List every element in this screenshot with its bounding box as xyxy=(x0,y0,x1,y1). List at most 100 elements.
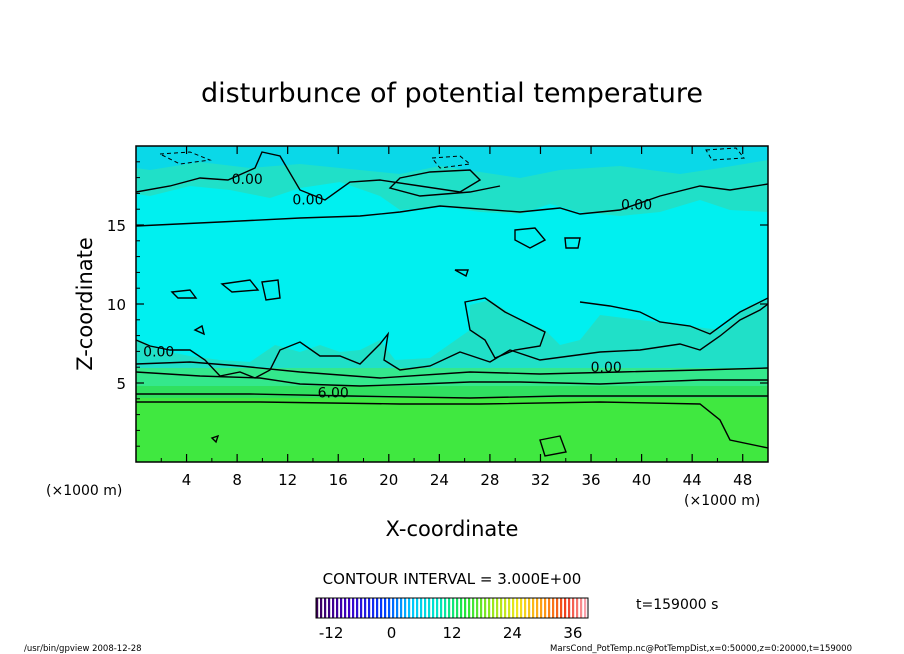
colorbar-swatch xyxy=(508,598,511,618)
colorbar-swatch xyxy=(348,598,351,618)
colorbar-swatch xyxy=(416,598,419,618)
colorbar-swatch xyxy=(432,598,435,618)
x-unit-left: (×1000 m) xyxy=(46,483,122,499)
colorbar-swatch xyxy=(452,598,455,618)
y-axis-label: Z-coordinate xyxy=(73,237,97,371)
colorbar-swatch xyxy=(580,598,583,618)
plot-area: 0.00 0.00 0.00 0.00 0.00 6.00 xyxy=(136,146,768,462)
colorbar-swatch xyxy=(392,598,395,618)
colorbar-swatch xyxy=(528,598,531,618)
colorbar-swatch xyxy=(404,598,407,618)
contour-label: 0.00 xyxy=(292,193,323,209)
colorbar-swatch xyxy=(388,598,391,618)
colorbar-swatch xyxy=(372,598,375,618)
colorbar-swatch xyxy=(428,598,431,618)
colorbar-swatch xyxy=(444,598,447,618)
colorbar xyxy=(316,598,587,618)
contour-label: 0.00 xyxy=(591,360,622,376)
x-tick-label: 44 xyxy=(683,471,702,489)
x-tick-label: 8 xyxy=(232,471,242,489)
contour-six xyxy=(136,371,768,387)
x-tick-label: 32 xyxy=(531,471,550,489)
colorbar-swatch xyxy=(576,598,579,618)
colorbar-swatch xyxy=(536,598,539,618)
colorbar-swatch xyxy=(504,598,507,618)
colorbar-swatch xyxy=(456,598,459,618)
y-axis: 5 10 15 xyxy=(107,161,768,447)
colorbar-swatch xyxy=(424,598,427,618)
contour-label: 6.00 xyxy=(318,385,349,401)
x-tick-label: 36 xyxy=(581,471,600,489)
colorbar-swatch xyxy=(376,598,379,618)
colorbar-swatch xyxy=(524,598,527,618)
x-tick-label: 28 xyxy=(480,471,499,489)
colorbar-swatch xyxy=(568,598,571,618)
colorbar-swatch xyxy=(540,598,543,618)
colorbar-swatch xyxy=(332,598,335,618)
colorbar-swatch xyxy=(544,598,547,618)
colorbar-swatch xyxy=(412,598,415,618)
chart-title: disturbunce of potential temperature xyxy=(201,78,703,109)
x-axis-label: X-coordinate xyxy=(386,517,519,541)
colorbar-swatch xyxy=(380,598,383,618)
colorbar-swatch xyxy=(324,598,327,618)
contour-zero-blob xyxy=(464,297,546,359)
contour-label: 0.00 xyxy=(143,344,174,360)
x-tick-label: 20 xyxy=(379,471,398,489)
colorbar-swatch xyxy=(400,598,403,618)
contour-zero-island xyxy=(514,227,547,249)
colorbar-swatch xyxy=(440,598,443,618)
x-tick-label: 12 xyxy=(278,471,297,489)
colorbar-swatch xyxy=(316,598,319,618)
mid-band xyxy=(136,300,768,372)
contour-label: 0.00 xyxy=(232,172,263,188)
colorbar-swatch xyxy=(448,598,451,618)
footer-right: MarsCond_PotTemp.nc@PotTempDist,x=0:5000… xyxy=(550,644,852,654)
x-tick-label: 4 xyxy=(182,471,192,489)
colorbar-swatch xyxy=(360,598,363,618)
x-unit-right: (×1000 m) xyxy=(684,493,760,509)
colorbar-swatch xyxy=(460,598,463,618)
colorbar-swatch xyxy=(584,598,587,618)
colorbar-swatch xyxy=(464,598,467,618)
y-tick-label: 15 xyxy=(107,217,126,235)
lower-band xyxy=(136,386,768,462)
contour-label: 0.00 xyxy=(621,197,652,213)
contour-small-loops xyxy=(170,269,567,457)
colorbar-swatch xyxy=(500,598,503,618)
contour-twelve xyxy=(136,401,768,449)
y-tick-label: 10 xyxy=(107,296,126,314)
colorbar-swatch xyxy=(328,598,331,618)
colorbar-swatch xyxy=(484,598,487,618)
footer-left: /usr/bin/gpview 2008-12-28 xyxy=(24,644,142,654)
contour-zero-right-upper xyxy=(579,297,768,335)
colorbar-swatch xyxy=(468,598,471,618)
colorbar-swatch xyxy=(344,598,347,618)
colorbar-tick-label: 24 xyxy=(503,624,522,642)
x-tick-label: 24 xyxy=(430,471,449,489)
colorbar-swatch xyxy=(384,598,387,618)
colorbar-swatch xyxy=(548,598,551,618)
colorbar-tick-label: -12 xyxy=(319,624,344,642)
x-tick-label: 16 xyxy=(329,471,348,489)
time-label: t=159000 s xyxy=(636,597,718,613)
colorbar-tick-label: 0 xyxy=(387,624,397,642)
colorbar-swatch xyxy=(564,598,567,618)
negative-contour-3 xyxy=(705,147,745,161)
contour-zero-top xyxy=(136,151,501,201)
colorbar-swatch xyxy=(496,598,499,618)
colorbar-swatch xyxy=(492,598,495,618)
colorbar-swatch xyxy=(572,598,575,618)
contour-lines xyxy=(136,151,768,457)
contour-label-layer: 0.00 0.00 0.00 0.00 0.00 6.00 xyxy=(143,172,652,401)
colorbar-swatch xyxy=(560,598,563,618)
contour-zero-upper-right xyxy=(136,183,768,227)
colorbar-swatch xyxy=(420,598,423,618)
colorbar-swatch xyxy=(336,598,339,618)
contour-zero-mid xyxy=(136,303,768,379)
colorbar-frame xyxy=(315,597,589,619)
x-tick-label: 48 xyxy=(733,471,752,489)
upper-band-darker xyxy=(136,146,768,178)
contour-three xyxy=(136,361,768,379)
